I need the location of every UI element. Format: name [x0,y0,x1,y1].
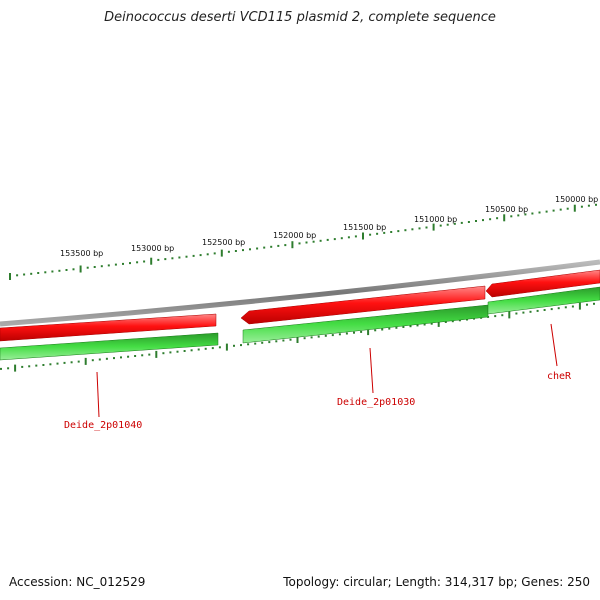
accession-label: Accession: [9,575,73,589]
sequence-stats: Topology: circular; Length: 314,317 bp; … [283,575,590,589]
topology-value: circular [343,575,388,589]
gene-leader-line [96,371,100,418]
map-title: Deinococcus deserti VCD115 plasmid 2, co… [104,10,496,25]
tick-label: 151500 bp [343,223,386,232]
gene-leader-line [550,323,558,367]
genes-label: Genes: [521,575,564,589]
forward-gene-arrow [240,285,486,325]
tick-label: 151000 bp [414,215,457,224]
tick-label: 153000 bp [131,244,174,253]
tick-label: 152000 bp [273,231,316,240]
length-value: 314,317 bp [444,575,514,589]
backbone-ring [0,259,600,327]
forward-gene-arrow [485,269,600,298]
tick-label: 150000 bp [555,195,598,204]
tick-label: 150500 bp [485,205,528,214]
gene-label-cher[interactable]: cheR [547,371,572,382]
scale-tick-labels: 153500 bp 153000 bp 152500 bp 152000 bp … [60,195,598,258]
genes-count: 250 [567,575,590,589]
forward-gene-arrow [0,313,217,342]
gene-feature-deide-2p01040 [0,332,219,361]
gene-label-deide-2p01030[interactable]: Deide_2p01030 [337,397,415,408]
accession-info: Accession: NC_012529 [9,575,145,589]
gene-label-deide-2p01040[interactable]: Deide_2p01040 [64,420,142,431]
gene-feature-cher [487,286,600,315]
tick-label: 153500 bp [60,249,103,258]
accession-value: NC_012529 [76,575,146,589]
length-label: Length: [395,575,441,589]
topology-label: Topology: [283,575,340,589]
gene-feature-deide-2p01030 [242,304,489,344]
gene-leader-line [369,347,374,394]
tick-label: 152500 bp [202,238,245,247]
